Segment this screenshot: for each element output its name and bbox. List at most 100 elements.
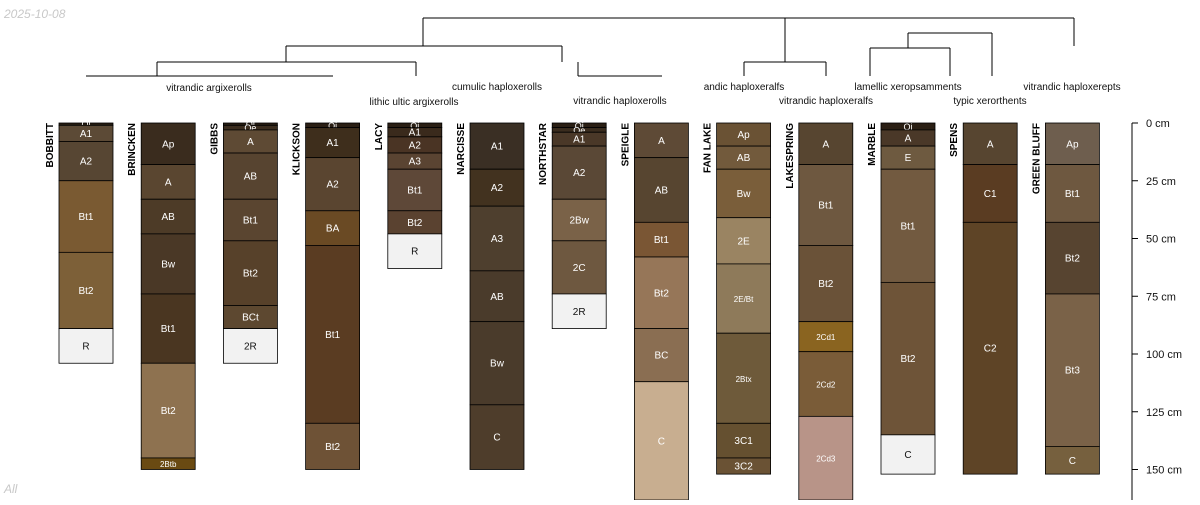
horizon-label: A1 [491,142,504,153]
horizon [222,152,278,200]
horizon-label: Bt1 [900,221,915,232]
horizon-label: AB [244,172,258,183]
horizon [140,198,196,235]
profile-name: KLICKSON [292,123,303,175]
taxon-label: andic haploxeralfs [704,82,785,93]
profile-name: GREEN BLUFF [1031,123,1042,194]
profile-name: NARCISSE [456,123,467,175]
horizon-label: Bt2 [654,288,669,299]
depth-tick-label: 0 cm [1146,118,1170,130]
taxon-label: typic xerorthents [953,96,1026,107]
horizon-label: 2Btx [736,375,752,384]
horizon-label: A3 [409,157,422,168]
horizon [469,321,525,406]
horizon [716,263,771,334]
horizon-label: A2 [326,180,339,191]
horizon [1045,445,1100,475]
profile-name: GIBBS [209,123,220,155]
horizon-label: A [987,139,994,150]
horizon [551,293,607,329]
taxon-label: vitrandic haploxerolls [573,96,666,107]
profile-name: SPENS [949,123,960,157]
profile-name: SPEIGLE [620,123,631,167]
horizon [222,328,278,364]
horizon [140,164,196,200]
horizon-label: Bt2 [818,279,833,290]
horizon [222,240,278,306]
horizon [716,332,771,424]
horizon [798,122,854,165]
horizon [634,157,689,223]
horizon [222,198,278,242]
horizon-label: AB [490,292,504,303]
horizon-label: Bw [161,259,176,270]
horizon [305,422,361,470]
horizon-label: C [904,450,911,461]
horizon [140,233,196,295]
horizon [634,256,689,329]
taxon-label: vitrandic haploxerepts [1023,82,1120,93]
horizon-label: 2Cd1 [816,333,836,342]
horizon-label: BCt [242,313,259,324]
horizon-label: Bt3 [1065,366,1080,377]
horizon-label: C [658,436,665,447]
horizon-label: Bt1 [654,235,669,246]
horizon-label: Bt1 [818,201,833,212]
horizon-label: Bt2 [1065,254,1080,265]
horizon-label: 2E/Bt [734,295,754,304]
taxon-label: lithic ultic argixerolls [370,97,459,108]
horizon-label: 2R [244,341,257,352]
horizon [58,251,114,329]
horizon-label: Ap [162,139,175,150]
depth-tick-label: 25 cm [1146,176,1176,188]
horizon [798,245,854,323]
horizon-label: 2E [737,236,750,247]
horizon-label: Bt1 [243,216,258,227]
horizon-label: Oi [246,120,255,130]
horizon-label: A1 [573,135,586,146]
depth-tick-label: 125 cm [1146,407,1182,419]
profile-name: LACY [374,123,385,151]
horizon-label: Oe [573,125,585,135]
horizon [469,122,525,170]
horizon-label: Ap [1066,139,1079,150]
horizon-label: Bt1 [407,185,422,196]
soil-profile: KLICKSON Oi A1 A2 BA Bt1 Bt2 [292,121,361,470]
horizon [58,328,114,364]
horizon-label: A [658,136,665,147]
horizon [140,362,196,459]
horizon-label: Bt2 [325,442,340,453]
horizon-label: A1 [409,128,422,139]
horizon [962,221,1018,475]
horizon-label: Bt2 [900,354,915,365]
horizon-label: Bt2 [161,406,176,417]
horizon [1045,293,1100,447]
soil-profile: LAKESPRING A Bt1 Bt2 2Cd1 2Cd2 2Cd3 [785,122,854,501]
horizon-label: 3C2 [734,462,753,473]
horizon-label: C [493,433,500,444]
horizon-label: Bw [737,189,752,200]
horizon [305,210,361,246]
profile-name: NORTHSTAR [538,122,549,185]
horizon-label: 2Bw [569,216,589,227]
horizon [634,381,689,501]
horizon [634,328,689,383]
soil-profile: SPENS A C1 C2 [949,122,1018,475]
depth-tick-label: 75 cm [1146,291,1176,303]
horizon-label: BA [326,224,340,235]
horizon-label: AB [162,212,176,223]
depth-tick-label: 100 cm [1146,349,1182,361]
soil-profile: SPEIGLE A AB Bt1 Bt2 BC C [620,122,689,501]
dendrogram: vitrandic argixerolls lithic ultic argix… [86,17,1121,108]
horizon [716,457,771,475]
depth-axis: 0 cm 25 cm 50 cm 75 cm 100 cm 125 cm 150 cm [1131,118,1182,500]
horizon-label: A [247,137,254,148]
horizon-label: R [82,341,89,352]
horizon-label: 2C [573,263,586,274]
date-stamp: 2025-10-08 [4,7,66,21]
soil-profile: FAN LAKE Ap AB Bw 2E 2E/Bt 2Btx 3C1 3C2 [703,122,771,475]
